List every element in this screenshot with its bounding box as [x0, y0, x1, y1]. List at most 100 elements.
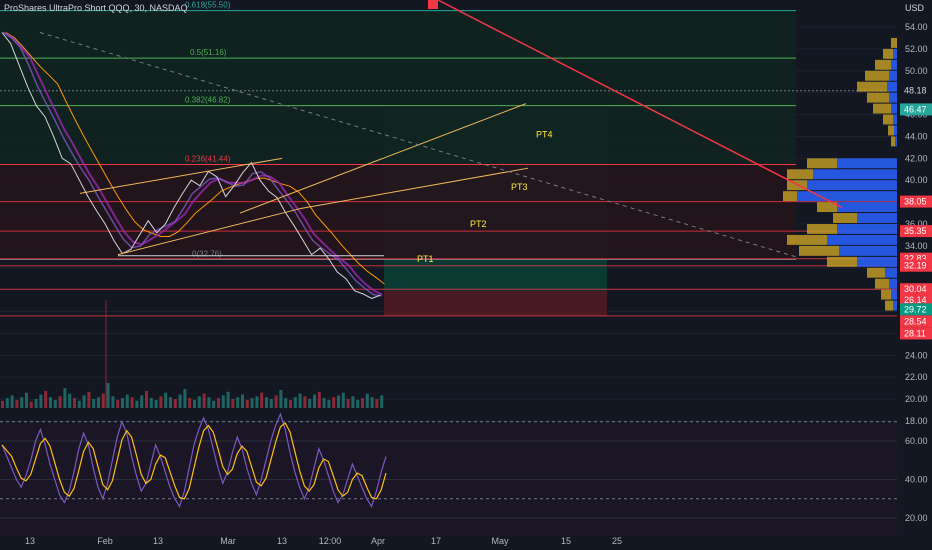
- profile-blue-17: [827, 234, 897, 245]
- x-tick-5: 12:00: [319, 536, 342, 546]
- profile-gold-7: [883, 114, 893, 125]
- profile-blue-6: [891, 103, 897, 114]
- profile-gold-10: [807, 158, 837, 169]
- volume-bar-57: [274, 395, 278, 408]
- x-tick-8: May: [491, 536, 509, 546]
- volume-bar-42: [202, 393, 206, 408]
- y-tick-1: 52.00: [905, 44, 928, 54]
- volume-bar-49: [236, 397, 240, 408]
- trend-drawings: [39, 0, 843, 258]
- y-tick-16: 22.00: [905, 372, 928, 382]
- price-badge-text-1: 46.47: [904, 104, 927, 114]
- volume-profile: [783, 37, 897, 311]
- y-tick-17: 20.00: [905, 394, 928, 404]
- volume-bar-35: [169, 397, 172, 408]
- volume-bar-5: [25, 392, 28, 408]
- profile-blue-2: [891, 59, 897, 70]
- volume-bar-24: [116, 399, 120, 408]
- profile-gold-13: [783, 191, 797, 202]
- volume-bar-59: [284, 398, 288, 408]
- currency-label: USD: [905, 3, 925, 13]
- fib-label-1: 0.5(51.16): [190, 48, 227, 57]
- volume-bar-29: [140, 395, 144, 408]
- volume-bar-69: [332, 397, 336, 408]
- profile-blue-15: [857, 213, 897, 223]
- volume-bar-41: [197, 396, 201, 408]
- rsi-tick-0: 60.00: [905, 436, 928, 446]
- profile-gold-16: [807, 224, 837, 234]
- price-badge-3: [900, 225, 932, 238]
- volume-bar-22: [106, 382, 110, 408]
- profile-blue-19: [857, 256, 897, 267]
- ema-fast: [2, 31, 382, 297]
- profile-gold-20: [867, 267, 885, 278]
- volume-bar-75: [361, 398, 364, 408]
- volume-bar-19: [92, 399, 96, 408]
- volume-bar-63: [303, 396, 307, 408]
- x-tick-4: 13: [277, 536, 287, 546]
- volume-bar-44: [212, 400, 216, 408]
- profile-blue-3: [889, 70, 897, 81]
- stop-zone: [384, 290, 607, 316]
- symbol-title: ProShares UltraPro Short QQQ, 30, NASDAQ: [4, 3, 188, 13]
- price-axis: 54.0052.0050.0048.0046.0044.0042.0040.00…: [900, 22, 932, 523]
- profile-gold-3: [865, 70, 889, 81]
- volume-bar-71: [341, 392, 345, 408]
- profile-blue-12: [807, 180, 897, 191]
- volume-bar-26: [125, 394, 129, 408]
- volume-bar-70: [337, 395, 340, 408]
- volume-bar-12: [58, 396, 62, 408]
- volume-bar-6: [29, 401, 33, 408]
- x-tick-2: 13: [153, 536, 163, 546]
- channel-upper: [79, 157, 283, 194]
- volume-bar-21: [101, 393, 105, 408]
- time-axis: 13 Feb 13 Mar 13 12:00 Apr 17 May 15 25: [25, 536, 622, 546]
- trade-zones: [0, 10, 796, 316]
- volume-bar-32: [154, 399, 158, 408]
- profile-gold-9: [891, 136, 895, 147]
- fib-label-2: 0.382(46.82): [185, 96, 231, 105]
- price-targets: PT1 PT2 PT3 PT4: [417, 129, 553, 264]
- volume-bar-61: [293, 397, 297, 408]
- ema-line: [3, 31, 383, 296]
- x-tick-0: 13: [25, 536, 35, 546]
- volume-bar-66: [317, 391, 321, 408]
- volume-bar-10: [49, 397, 52, 408]
- profile-gold-6: [873, 103, 891, 114]
- y-tick-18: 18.00: [905, 416, 928, 426]
- price-badge-text-0: 48.18: [904, 86, 927, 96]
- volume-bar-68: [327, 399, 331, 408]
- volume-bar-73: [351, 396, 355, 408]
- price-series: [1, 31, 385, 299]
- profile-gold-2: [875, 59, 891, 70]
- profile-blue-9: [895, 136, 897, 147]
- y-tick-6: 42.00: [905, 153, 928, 163]
- volume-bar-64: [308, 399, 312, 408]
- channel-lower-ext: [299, 167, 529, 210]
- volume-bar-20: [97, 397, 100, 408]
- volume-bar-34: [164, 392, 168, 408]
- volume-bar-4: [20, 397, 24, 408]
- x-tick-10: 25: [612, 536, 622, 546]
- rsi-line: [1, 412, 387, 508]
- fib-zone-lower: [0, 164, 796, 260]
- profile-gold-21: [875, 278, 889, 289]
- price-badge-text-6: 30.04: [904, 284, 927, 294]
- y-tick-7: 40.00: [905, 175, 928, 185]
- price-badge-6: [900, 283, 932, 296]
- profile-gold-4: [857, 81, 887, 92]
- volume-bar-52: [250, 398, 254, 408]
- volume-bars: [1, 300, 384, 408]
- profile-blue-8: [894, 125, 897, 136]
- profile-blue-7: [893, 114, 897, 125]
- channel-upper-ext: [239, 103, 527, 214]
- price-badge-1: [900, 103, 932, 116]
- profile-blue-18: [839, 245, 897, 256]
- volume-bar-9: [44, 390, 48, 408]
- channel-lower: [117, 208, 301, 256]
- volume-bar-8: [39, 394, 43, 408]
- volume-bar-1: [5, 398, 9, 408]
- fibonacci-levels: 0.618(55.50) 0.5(51.16) 0.382(46.82) 0.236(…: [0, 1, 796, 260]
- profile-gold-17: [787, 234, 827, 245]
